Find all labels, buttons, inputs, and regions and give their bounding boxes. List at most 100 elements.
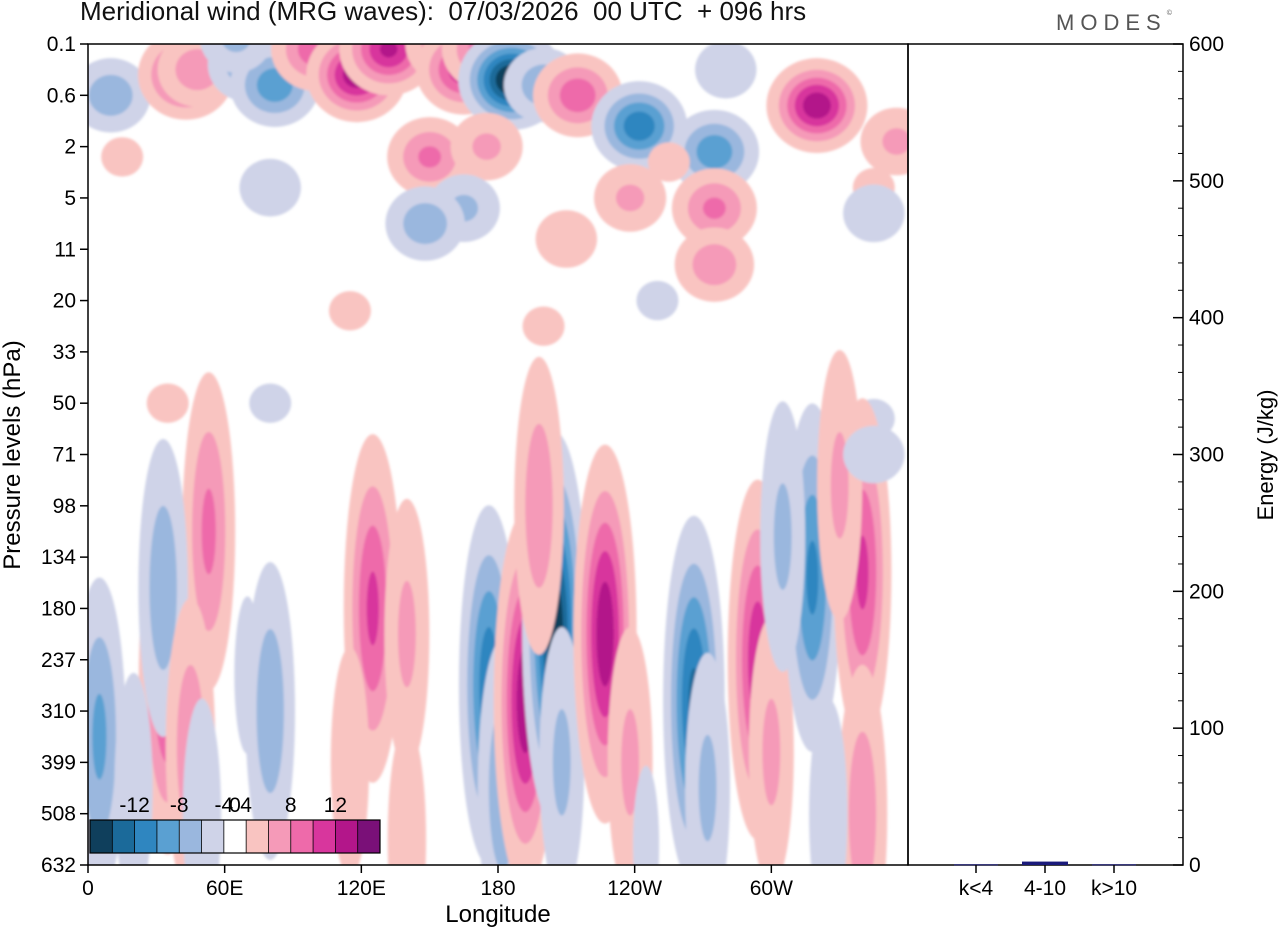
y-axis: 0.1 0.6 2 5 11 20 33 50 71 98 134 180 237 310 399 508 63… [41,33,88,877]
x-axis-label: Longitude [445,901,550,928]
wind-anomaly-contour [773,483,792,590]
energy-tick-label: 100 [1189,717,1224,740]
wind-anomaly-contour [848,731,877,865]
wind-anomaly-contour [101,137,144,177]
energy-axis-label: Energy (J/kg) [1253,390,1278,521]
wind-anomaly-contour [806,540,819,615]
wind-anomaly-contour [856,535,869,610]
wind-anomaly-contour [330,647,370,865]
wind-anomaly-contour [256,629,284,794]
wind-anomaly-contour [762,698,781,806]
x-tick-label: 60E [206,877,243,900]
wind-anomaly-contour [843,184,905,243]
y-tick-label: 180 [41,597,76,620]
wind-anomaly-contour [647,142,690,182]
wind-anomaly-contour [632,765,660,865]
wind-anomaly-contour [802,92,831,119]
colorbar-swatch [290,820,314,853]
y-tick-label: 98 [53,495,76,518]
wind-anomaly-contour [696,134,733,169]
colorbar-swatch [223,820,247,853]
x-tick-label: 120E [337,877,386,900]
wind-anomaly-contour [379,44,398,58]
y-tick-label: 33 [53,341,76,364]
wind-anomaly-contour [201,488,216,575]
wind-anomaly-contour [397,580,416,688]
y-tick-label: 508 [41,803,76,826]
chart-title: Meridional wind (MRG waves): 07/03/2026 … [80,0,807,26]
wind-anomaly-contour [472,133,501,160]
energy-category-label: k>10 [1091,877,1137,900]
y-tick-label: 50 [53,392,76,415]
logo-text: MODES [1056,10,1167,35]
colorbar-swatch [313,820,336,853]
energy-category-label: 4-10 [1024,877,1066,900]
wind-anomaly-contour [535,210,598,268]
wind-anomaly-contour [552,709,571,816]
energy-tick-label: 300 [1189,444,1224,467]
colorbar-label: 8 [285,794,297,817]
colorbar-label: -8 [170,794,189,817]
x-tick-label: 0 [82,877,94,900]
energy-bars: k<4 4-10 k>10 [954,861,1137,900]
colorbar-swatch [90,820,113,853]
y-tick-label: 11 [54,238,76,261]
colorbar-frame [89,819,381,854]
wind-anomaly-contour [636,280,679,321]
colorbar-label: -12 [119,794,149,817]
modes-logo: MODES© [1056,10,1172,36]
y-tick-label: 399 [41,751,76,774]
y-tick-label: 5 [64,187,76,210]
wind-anomaly-contour [114,672,153,865]
colorbar-label: 12 [324,794,347,817]
wind-anomaly-contour [621,709,640,816]
colorbar-swatch [156,820,180,853]
energy-bar [954,864,998,866]
wind-anomaly-contour [149,505,177,670]
wind-anomaly-contour [92,693,107,780]
wind-anomaly-contour [615,184,645,212]
wind-anomaly-contour [843,425,905,484]
colorbar-swatch [112,820,135,853]
colorbar-label: 4 [240,794,252,817]
x-tick-label: 120W [607,877,662,900]
wind-anomaly-contour [692,244,737,286]
wind-anomaly-contour [525,423,553,588]
wind-anomaly-contour [222,44,250,53]
colorbar-label: 0 [229,794,241,817]
energy-tick-label: 600 [1189,33,1224,56]
y-tick-label: 0.1 [47,33,76,56]
x-axis: 0 60E 120E 180 120W 60W [82,865,793,900]
wind-anomaly-contour [239,158,301,217]
energy-axis: 0 100 200 300 400 500 600 [1173,33,1224,877]
wind-anomaly-contour [249,383,292,423]
colorbar: -12 -8 -40 4 8 12 [89,794,381,854]
wind-anomaly-contour [702,197,726,219]
energy-category-label: k<4 [959,877,994,900]
y-tick-label: 2 [64,136,76,159]
wind-anomaly-contour [522,306,565,346]
x-tick-label: 60W [750,877,793,900]
y-tick-label: 20 [53,290,76,313]
logo-mark: © [1166,10,1172,17]
energy-tick-label: 200 [1189,580,1224,603]
y-tick-label: 71 [53,444,76,467]
wind-anomaly-contour [695,44,757,99]
wind-anomaly-contour [88,74,133,116]
y-tick-label: 134 [41,546,76,569]
energy-tick-label: 500 [1189,170,1224,193]
colorbar-label: -4 [215,794,234,817]
x-tick-label: 180 [480,877,515,900]
y-tick-label: 237 [41,649,76,672]
wind-anomaly-contour [596,581,614,687]
energy-panel-frame [907,43,1184,866]
wind-anomaly-contour [559,78,596,113]
wind-anomaly-contour [146,383,189,423]
colorbar-swatch [179,820,202,853]
energy-bar [1022,861,1068,865]
energy-tick-label: 400 [1189,307,1224,330]
colorbar-swatch [246,820,269,853]
wind-anomaly-contour [328,291,371,331]
colorbar-swatch [335,820,358,853]
